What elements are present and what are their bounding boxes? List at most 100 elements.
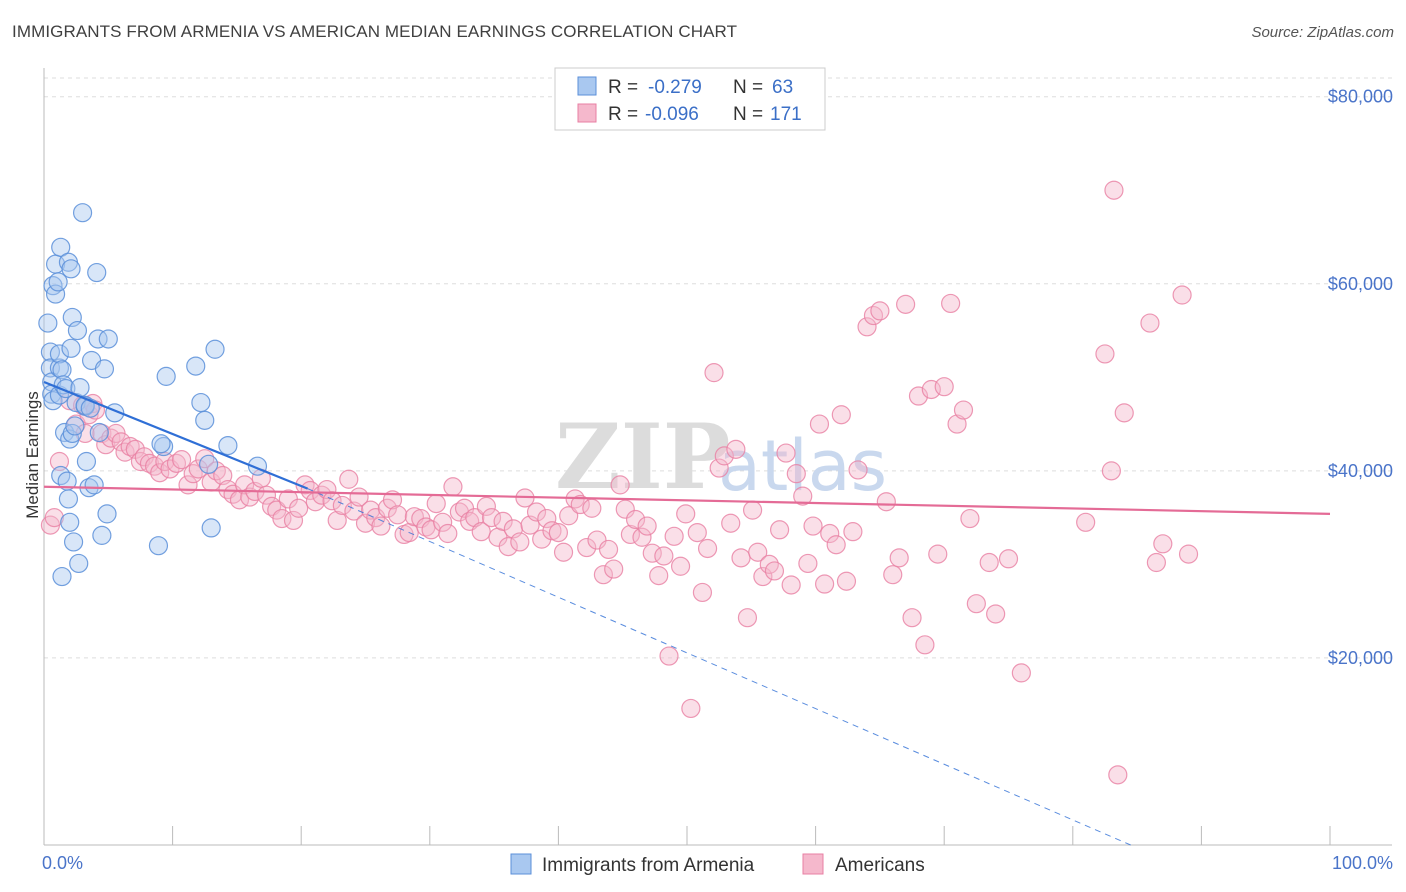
americans-point-130 [748, 542, 768, 562]
americans-point-156 [902, 608, 922, 628]
legend-pink-swatch [577, 103, 597, 123]
armenia-point-55 [191, 392, 211, 413]
americans-point-122 [704, 363, 724, 383]
bottom-legend-americans: Americans [835, 855, 925, 876]
americans-point-22 [150, 463, 170, 483]
americans-point-64 [382, 490, 403, 510]
americans-point-126 [726, 439, 746, 459]
armenia-point-8 [45, 284, 66, 304]
armenia-point-62 [151, 434, 171, 454]
americans-point-158 [915, 635, 935, 655]
americans-point-141 [809, 414, 830, 434]
armenia-point-47 [94, 359, 115, 379]
chart-source: Source: ZipAtlas.com [1251, 24, 1394, 41]
americans-point-167 [979, 552, 999, 573]
americans-point-178 [1146, 552, 1166, 573]
americans-point-163 [947, 414, 967, 434]
y-tick-labels: $20,000 $40,000 $60,000 $80,000 [1328, 87, 1393, 668]
americans-point-136 [781, 575, 801, 595]
americans-point-117 [676, 504, 696, 524]
americans-point-123 [709, 458, 729, 478]
americans-point-85 [498, 537, 518, 557]
americans-point-138 [793, 486, 813, 506]
americans-point-73 [433, 512, 453, 532]
chart-title: IMMIGRANTS FROM ARMENIA VS AMERICAN MEDI… [12, 22, 738, 41]
legend-box [554, 67, 826, 131]
americans-point-140 [803, 516, 823, 536]
watermark-zip: ZIP [555, 404, 730, 510]
americans-point-37 [235, 475, 255, 495]
americans-point-81 [476, 496, 496, 516]
americans-point-125 [721, 513, 741, 533]
correlation-legend: R = -0.279 N = 63 R = -0.096 N = 171 [554, 67, 826, 131]
americans-point-153 [883, 565, 903, 585]
americans-point-132 [759, 554, 779, 574]
legend-blue-swatch [577, 76, 597, 96]
armenia-point-32 [67, 320, 88, 341]
americans-point-127 [731, 548, 751, 568]
americans-point-165 [960, 508, 980, 529]
americans-point-98 [570, 494, 590, 515]
americans-point-172 [1095, 344, 1115, 364]
americans-point-25 [166, 453, 187, 473]
y-tick-label-0: $20,000 [1328, 648, 1393, 668]
legend-n-label-1: N = [733, 77, 763, 98]
legend-n-value-1: 63 [772, 77, 793, 98]
americans-point-139 [798, 553, 818, 574]
americans-point-55 [332, 495, 352, 516]
armenia-point-38 [76, 451, 97, 472]
armenia-point-59 [205, 339, 225, 359]
americans-point-137 [786, 464, 806, 484]
armenia-point-46 [92, 525, 112, 545]
americans-point-113 [654, 546, 674, 566]
americans-point-118 [681, 698, 701, 719]
americans-point-75 [443, 477, 463, 497]
armenia-point-48 [97, 504, 117, 524]
americans-point-166 [966, 594, 986, 614]
americans-point-151 [870, 301, 890, 321]
americans-point-95 [553, 542, 574, 562]
americans-point-42 [262, 496, 282, 516]
americans-point-134 [769, 520, 790, 540]
series-legend: Immigrants from Armenia Americans [510, 853, 925, 876]
americans-point-54 [327, 510, 347, 531]
americans-point-129 [742, 500, 763, 520]
americans-point-164 [953, 400, 974, 420]
americans-point-173 [1101, 461, 1121, 481]
legend-n-label-2: N = [733, 104, 763, 125]
americans-point-21 [144, 456, 165, 476]
americans-point-56 [339, 469, 359, 489]
armenia-point-26 [61, 338, 81, 358]
americans-point-104 [604, 559, 624, 579]
americans-point-162 [941, 293, 961, 314]
x-tick-label-0: 0.0% [42, 853, 83, 873]
armenia-point-43 [87, 262, 107, 283]
americans-point-143 [820, 523, 840, 544]
americans-point-169 [998, 549, 1019, 569]
armenia-point-52 [153, 436, 174, 457]
armenia-point-25 [61, 259, 81, 279]
americans-point-110 [637, 516, 657, 536]
americans-point-180 [1172, 285, 1192, 305]
americans-point-171 [1076, 512, 1096, 532]
americans-point-96 [559, 506, 579, 526]
americans-point-74 [438, 523, 458, 544]
armenia-point-49 [98, 329, 118, 349]
americans-point-121 [697, 538, 718, 559]
armenia-point-57 [199, 454, 219, 474]
americans-point-161 [934, 377, 954, 397]
x-tick-label-1: 100.0% [1332, 853, 1393, 873]
americans-points [40, 180, 1199, 785]
americans-point-90 [526, 502, 547, 522]
americans-point-49 [300, 480, 320, 501]
trend-lines [43, 380, 1331, 846]
armenia-point-22 [58, 489, 79, 509]
americans-point-155 [896, 294, 916, 314]
legend-r-value-2: -0.096 [645, 104, 699, 125]
armenia-point-12 [49, 344, 70, 364]
x-tick-labels: 0.0% 100.0% [42, 853, 1393, 873]
americans-point-107 [620, 524, 641, 545]
armenia-points [38, 203, 268, 587]
americans-point-102 [593, 565, 614, 585]
